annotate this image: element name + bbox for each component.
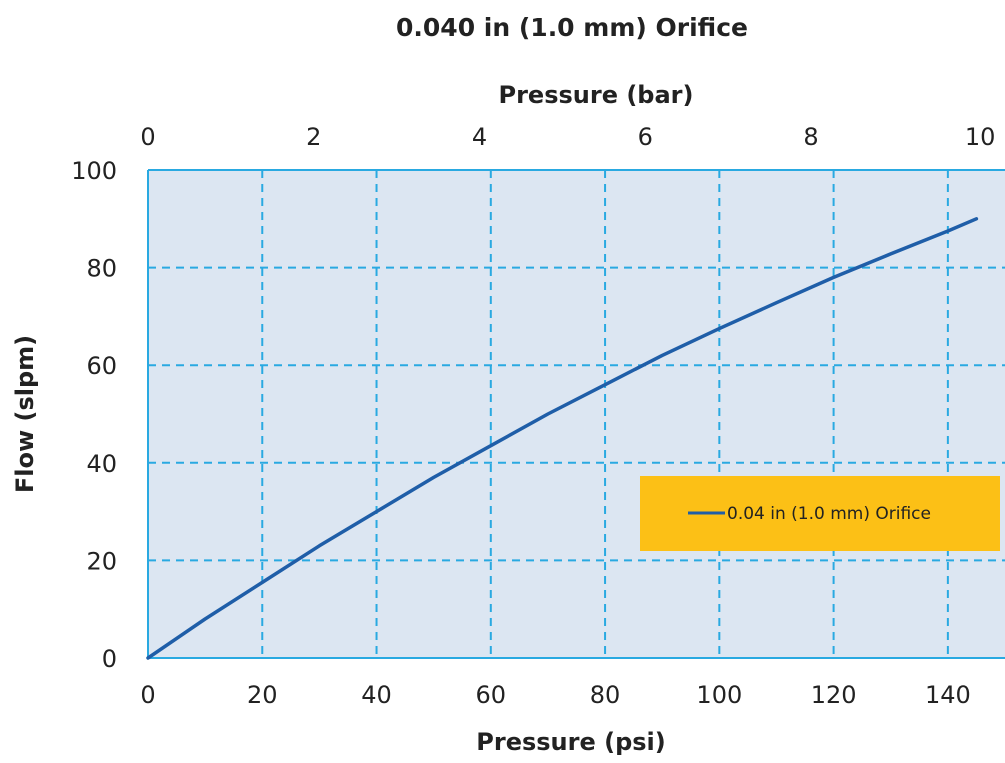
chart-title: 0.040 in (1.0 mm) Orifice [396, 13, 748, 42]
top-tick-label: 2 [306, 123, 321, 151]
y-tick-label: 20 [86, 547, 117, 575]
top-tick-label: 10 [965, 123, 996, 151]
x-axis-title: Pressure (psi) [476, 728, 665, 756]
x-tick-label: 80 [590, 681, 621, 709]
x-tick-label: 100 [696, 681, 742, 709]
top-tick-label: 8 [803, 123, 818, 151]
top-axis-title: Pressure (bar) [499, 81, 694, 109]
x-tick-label: 40 [361, 681, 392, 709]
x-tick-label: 20 [247, 681, 278, 709]
top-tick-label: 4 [472, 123, 487, 151]
y-tick-label: 80 [86, 255, 117, 283]
y-tick-label: 40 [86, 450, 117, 478]
y-tick-label: 100 [71, 157, 117, 185]
series-line [146, 217, 979, 660]
top-tick-labels: 0 2 4 6 8 10 [140, 123, 995, 151]
legend-label: 0.04 in (1.0 mm) Orifice [727, 504, 931, 524]
plot-area [148, 170, 1005, 658]
series-lines [146, 217, 979, 660]
y-tick-label: 60 [86, 352, 117, 380]
top-tick-label: 6 [638, 123, 653, 151]
x-tick-label: 0 [140, 681, 155, 709]
plot-border [147, 169, 1005, 659]
x-tick-labels: 0 20 40 60 80 100 120 140 [140, 681, 970, 709]
legend: 0.04 in (1.0 mm) Orifice [640, 476, 1000, 551]
x-tick-label: 140 [925, 681, 971, 709]
x-tick-label: 60 [476, 681, 507, 709]
y-tick-label: 0 [102, 645, 117, 673]
y-tick-labels: 0 20 40 60 80 100 [71, 157, 117, 673]
top-tick-label: 0 [140, 123, 155, 151]
y-axis-title: Flow (slpm) [11, 335, 39, 493]
grid-lines [148, 170, 1005, 658]
x-tick-label: 120 [811, 681, 857, 709]
